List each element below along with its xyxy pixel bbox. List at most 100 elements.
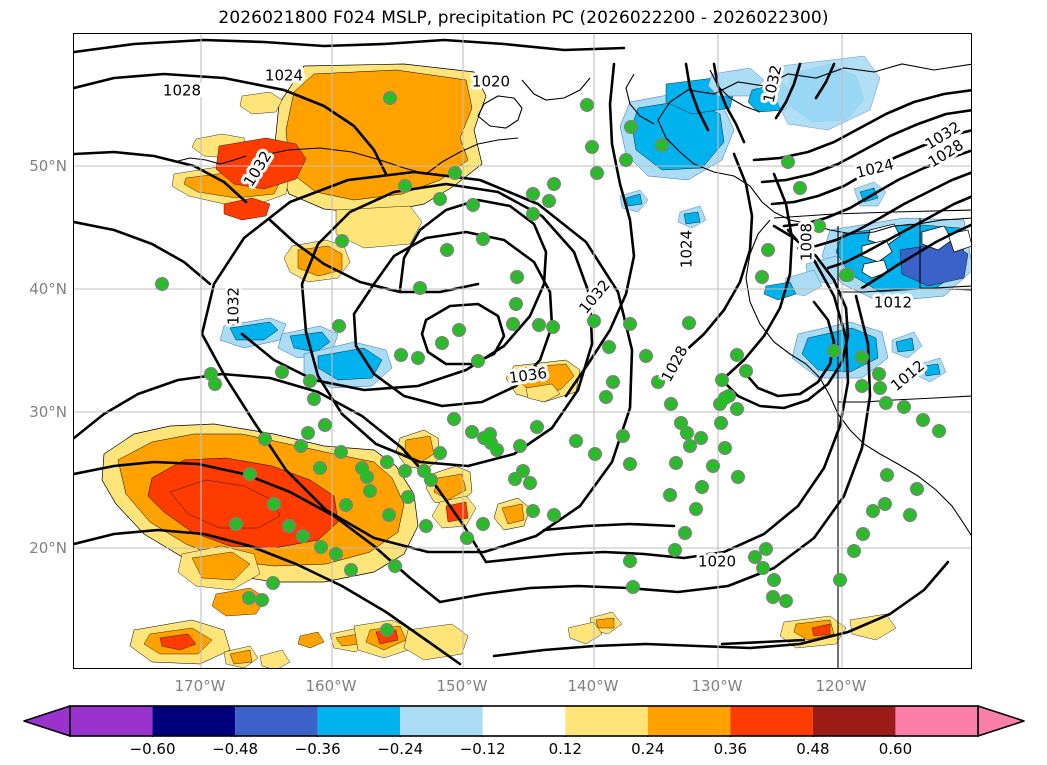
station-plus-marker bbox=[465, 425, 479, 439]
station-plus-marker bbox=[755, 270, 769, 284]
station-plus-marker bbox=[674, 416, 688, 430]
station-plus-marker bbox=[388, 559, 402, 573]
station-plus-marker bbox=[616, 429, 630, 443]
colorbar-segment bbox=[895, 706, 978, 736]
station-plus-marker bbox=[878, 497, 892, 511]
station-plus-marker bbox=[748, 550, 762, 564]
contour-label: 1032 bbox=[575, 276, 613, 317]
station-plus-marker bbox=[879, 396, 893, 410]
station-plus-marker bbox=[355, 461, 369, 475]
contour-label: 1024 bbox=[678, 230, 696, 268]
station-plus-marker bbox=[779, 594, 793, 608]
station-plus-marker bbox=[624, 120, 638, 134]
station-plus-marker bbox=[694, 431, 708, 445]
colorbar-segment bbox=[730, 706, 813, 736]
station-plus-marker bbox=[639, 349, 653, 363]
station-plus-marker bbox=[506, 317, 520, 331]
station-plus-marker bbox=[759, 542, 773, 556]
station-plus-marker bbox=[623, 457, 637, 471]
station-plus-marker bbox=[664, 397, 678, 411]
station-plus-marker bbox=[606, 375, 620, 389]
station-plus-marker bbox=[363, 484, 377, 498]
station-plus-marker bbox=[731, 470, 745, 484]
contour-label: 1012 bbox=[874, 294, 912, 312]
station-plus-marker bbox=[714, 416, 728, 430]
colorbar-segment bbox=[70, 706, 153, 736]
station-plus-marker bbox=[730, 348, 744, 362]
colorbar-tick-label: −0.48 bbox=[212, 740, 259, 758]
station-plus-marker bbox=[872, 367, 886, 381]
station-plus-marker bbox=[380, 455, 394, 469]
station-plus-marker bbox=[847, 544, 861, 558]
station-plus-marker bbox=[484, 436, 498, 450]
station-plus-marker bbox=[424, 473, 438, 487]
station-plus-marker bbox=[678, 526, 692, 540]
station-plus-marker bbox=[781, 155, 795, 169]
colorbar-tick-label: 0.24 bbox=[631, 740, 665, 758]
colorbar-tick-label: −0.60 bbox=[129, 740, 176, 758]
contour-label: 1028 bbox=[163, 82, 201, 100]
station-plus-marker bbox=[623, 554, 637, 568]
station-plus-marker bbox=[509, 297, 523, 311]
station-plus-marker bbox=[602, 340, 616, 354]
station-plus-marker bbox=[435, 336, 449, 350]
station-plus-marker bbox=[663, 488, 677, 502]
ytick-label: 20°N bbox=[29, 539, 67, 557]
station-plus-marker bbox=[761, 243, 775, 257]
contour-label: 1008 bbox=[798, 223, 816, 261]
station-plus-marker bbox=[275, 365, 289, 379]
station-plus-marker bbox=[360, 470, 374, 484]
station-plus-marker bbox=[730, 402, 744, 416]
station-plus-marker bbox=[689, 502, 703, 516]
station-plus-marker bbox=[903, 508, 917, 522]
station-plus-marker bbox=[683, 439, 697, 453]
station-plus-marker bbox=[523, 476, 537, 490]
station-plus-marker bbox=[793, 181, 807, 195]
station-plus-marker bbox=[766, 590, 780, 604]
contour-label: 1024 bbox=[854, 155, 895, 182]
station-plus-marker bbox=[623, 317, 637, 331]
station-plus-marker bbox=[417, 464, 431, 478]
colorbar-tick-label: −0.36 bbox=[294, 740, 341, 758]
station-plus-marker bbox=[282, 519, 296, 533]
station-plus-marker bbox=[339, 498, 353, 512]
station-plus-marker bbox=[513, 439, 527, 453]
station-plus-marker bbox=[516, 464, 530, 478]
colorbar-under-arrow bbox=[23, 705, 71, 737]
station-plus-marker bbox=[669, 456, 683, 470]
station-plus-marker bbox=[255, 593, 269, 607]
station-plus-marker bbox=[433, 446, 447, 460]
station-plus-marker bbox=[932, 424, 946, 438]
station-plus-marker bbox=[839, 268, 853, 282]
ytick-label: 30°N bbox=[29, 403, 67, 421]
station-plus-marker bbox=[296, 529, 310, 543]
station-plus-marker bbox=[398, 179, 412, 193]
station-plus-marker bbox=[713, 397, 727, 411]
station-plus-marker bbox=[490, 443, 504, 457]
station-plus-marker bbox=[448, 166, 462, 180]
contour-label: 1028 bbox=[163, 82, 201, 100]
station-plus-marker bbox=[588, 447, 602, 461]
station-plus-marker bbox=[229, 517, 243, 531]
station-plus-marker bbox=[318, 418, 332, 432]
isobar-layer bbox=[74, 38, 971, 666]
station-plus-marker bbox=[466, 198, 480, 212]
contour-label: 1020 bbox=[472, 73, 510, 91]
colorbar-tick-label: 0.12 bbox=[548, 740, 582, 758]
station-plus-marker bbox=[668, 543, 682, 557]
station-plus-marker bbox=[682, 316, 696, 330]
station-plus-marker bbox=[383, 91, 397, 105]
coastline-layer bbox=[173, 63, 971, 668]
station-plus-marker bbox=[855, 350, 869, 364]
colorbar-segment bbox=[317, 706, 401, 736]
station-plus-marker bbox=[314, 540, 328, 554]
station-plus-marker bbox=[411, 351, 425, 365]
station-plus-marker bbox=[580, 98, 594, 112]
station-plus-marker bbox=[569, 434, 583, 448]
xtick-label: 130°W bbox=[691, 677, 743, 695]
xtick-label: 170°W bbox=[174, 677, 226, 695]
contour-label: 1024 bbox=[265, 67, 303, 85]
station-plus-marker bbox=[208, 377, 222, 391]
xtick-label: 140°W bbox=[567, 677, 619, 695]
station-plus-marker bbox=[401, 490, 415, 504]
